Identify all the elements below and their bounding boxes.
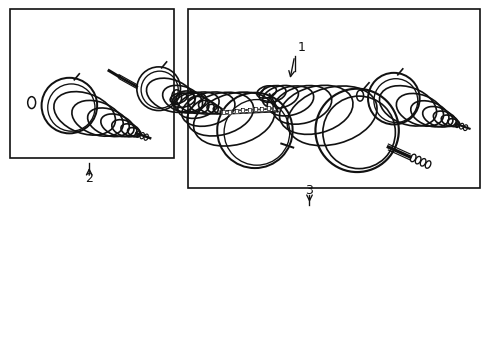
Polygon shape [241, 108, 244, 112]
Polygon shape [273, 105, 276, 109]
Text: 1: 1 [297, 41, 305, 54]
Bar [189, 9, 480, 188]
Bar [10, 9, 173, 158]
Text: 3: 3 [306, 184, 314, 197]
Polygon shape [222, 110, 225, 114]
Polygon shape [247, 108, 250, 112]
Polygon shape [228, 109, 231, 113]
Polygon shape [254, 107, 257, 111]
Polygon shape [267, 106, 270, 110]
Polygon shape [235, 109, 238, 113]
Polygon shape [260, 107, 264, 111]
Text: 2: 2 [85, 172, 93, 185]
